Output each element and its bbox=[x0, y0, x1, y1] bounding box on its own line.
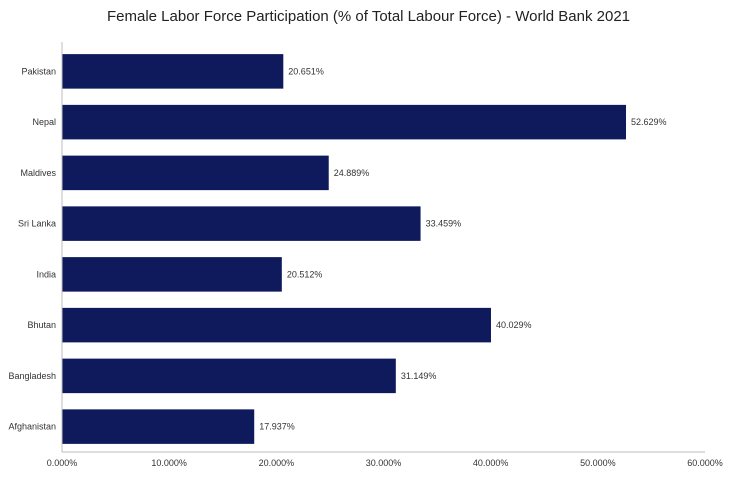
category-label: Bhutan bbox=[27, 320, 56, 330]
bar-afghanistan bbox=[62, 409, 255, 444]
bar-sri-lanka bbox=[62, 206, 421, 241]
data-label: 20.651% bbox=[288, 66, 324, 76]
x-tick-label: 30.000% bbox=[366, 458, 402, 468]
data-label: 33.459% bbox=[426, 219, 462, 229]
x-tick-label: 0.000% bbox=[47, 458, 78, 468]
data-label: 40.029% bbox=[496, 320, 532, 330]
bar-india bbox=[62, 257, 282, 292]
category-label: Maldives bbox=[20, 168, 56, 178]
data-label: 20.512% bbox=[287, 269, 323, 279]
bar-pakistan bbox=[62, 54, 284, 89]
category-label: Nepal bbox=[32, 117, 56, 127]
data-label: 31.149% bbox=[401, 371, 437, 381]
data-label: 52.629% bbox=[631, 117, 667, 127]
data-label: 17.937% bbox=[259, 422, 295, 432]
bar-maldives bbox=[62, 155, 329, 191]
x-tick-label: 60.000% bbox=[687, 458, 723, 468]
chart-title: Female Labor Force Participation (% of T… bbox=[106, 8, 631, 25]
axis-layer: Pakistan 20.651% Nepal 52.629% Maldives 24.88… bbox=[8, 42, 723, 468]
bars-layer bbox=[62, 54, 627, 444]
category-label: India bbox=[36, 269, 56, 279]
x-tick-label: 20.000% bbox=[259, 458, 295, 468]
x-tick-label: 10.000% bbox=[151, 458, 187, 468]
category-label: Bangladesh bbox=[8, 371, 56, 381]
category-label: Pakistan bbox=[21, 66, 56, 76]
x-tick-label: 40.000% bbox=[473, 458, 509, 468]
category-label: Afghanistan bbox=[8, 422, 56, 432]
bar-bhutan bbox=[62, 307, 491, 343]
data-label: 24.889% bbox=[334, 168, 370, 178]
category-label: Sri Lanka bbox=[18, 219, 56, 229]
bar-nepal bbox=[62, 104, 627, 140]
bar-bangladesh bbox=[62, 358, 396, 394]
x-tick-label: 50.000% bbox=[580, 458, 616, 468]
